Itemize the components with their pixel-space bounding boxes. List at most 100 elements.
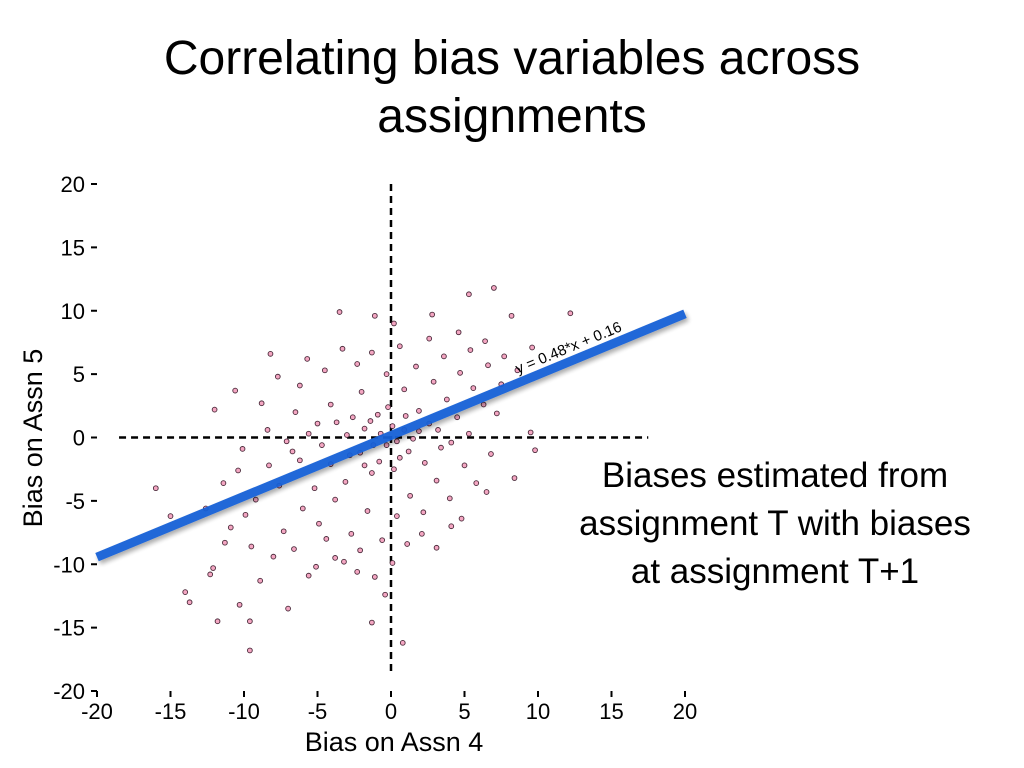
scatter-point xyxy=(529,344,535,351)
scatter-point xyxy=(285,605,291,612)
x-tick-label: -5 xyxy=(308,699,328,724)
scatter-point xyxy=(323,536,330,542)
scatter-point xyxy=(407,492,413,499)
scatter-point xyxy=(446,495,453,502)
scatter-point xyxy=(314,420,321,427)
scatter-point xyxy=(336,309,343,315)
x-axis-label: Bias on Assn 4 xyxy=(305,727,484,757)
scatter-point xyxy=(292,409,299,416)
scatter-point xyxy=(167,513,174,519)
scatter-point xyxy=(405,448,412,455)
scatter-point xyxy=(410,435,416,442)
scatter-point xyxy=(473,480,480,486)
scatter-point xyxy=(182,589,189,595)
scatter-point xyxy=(391,466,397,473)
y-tick-label: 20 xyxy=(61,172,85,197)
scatter-point xyxy=(416,428,422,435)
x-tick-label: 0 xyxy=(385,699,397,724)
y-tick-label: -15 xyxy=(53,616,85,641)
scatter-point xyxy=(257,577,264,584)
scatter-point xyxy=(383,442,390,448)
scatter-point xyxy=(220,480,227,486)
x-tick-label: 15 xyxy=(599,699,623,724)
scatter-point xyxy=(394,438,400,445)
scatter-point xyxy=(207,571,214,578)
scatter-point xyxy=(385,404,391,410)
y-tick-label: 10 xyxy=(61,299,85,324)
caption: Biases estimated from assignment T with … xyxy=(545,452,1005,596)
scatter-point xyxy=(305,430,312,437)
tick-labels: 20 15 10 5 0 -5 -10 -15 -20-20 -15 -10 -5 0 5 10 15 20 xyxy=(53,172,697,724)
scatter-point xyxy=(236,601,243,608)
scatter-point xyxy=(247,647,253,654)
scatter-point xyxy=(389,560,396,566)
scatter-point xyxy=(358,389,365,395)
scatter-point xyxy=(297,382,303,389)
scatter-point xyxy=(527,429,534,436)
scatter-point xyxy=(491,285,497,291)
scatter-point xyxy=(361,425,368,432)
scatter-point xyxy=(235,467,241,474)
scatter-point xyxy=(567,310,574,317)
scatter-point xyxy=(483,489,490,495)
scatter-point xyxy=(348,530,355,537)
scatter-point xyxy=(404,541,411,547)
scatter-point xyxy=(316,520,322,527)
scatter-point xyxy=(435,427,441,433)
y-axis-label: Bias on Assn 5 xyxy=(18,349,48,528)
scatter-point xyxy=(367,418,374,424)
scatter-point xyxy=(382,591,388,598)
scatter-point xyxy=(371,574,378,580)
scatter-point xyxy=(433,544,440,551)
scatter-point xyxy=(289,448,296,455)
scatter-point xyxy=(311,485,318,492)
scatter-point xyxy=(297,457,303,464)
x-tick-label: -15 xyxy=(155,699,187,724)
scatter-point xyxy=(364,508,371,514)
scatter-point xyxy=(210,565,216,571)
x-tick-label: 20 xyxy=(673,699,697,724)
scatter-point xyxy=(274,373,281,380)
scatter-point xyxy=(266,462,272,469)
scatter-point xyxy=(319,442,325,448)
scatter-point xyxy=(332,496,338,503)
scatter-point xyxy=(341,558,347,565)
scatter-point xyxy=(247,618,253,625)
y-tick-label: -5 xyxy=(65,489,85,514)
scatter-point xyxy=(252,496,259,503)
scatter-point xyxy=(354,569,361,575)
scatter-point xyxy=(227,524,234,531)
scatter-point xyxy=(480,401,487,408)
scatter-point xyxy=(470,385,477,391)
scatter-point xyxy=(361,462,368,469)
scatter-point xyxy=(214,618,221,625)
scatter-point xyxy=(186,599,193,606)
scatter-point xyxy=(467,347,474,353)
scatter-point xyxy=(222,539,228,546)
scatter-point xyxy=(466,291,472,298)
x-tick-label: -20 xyxy=(81,699,113,724)
scatter-point xyxy=(344,432,350,438)
scatter-point xyxy=(239,446,246,452)
scatter-point xyxy=(466,430,472,437)
scatter-point xyxy=(369,349,375,356)
scatter-point xyxy=(327,401,334,408)
scatter-point xyxy=(267,350,274,357)
slide-title-line-2: assignments xyxy=(377,90,647,143)
scatter-point xyxy=(413,363,419,370)
scatter-point xyxy=(283,438,290,445)
scatter-point xyxy=(396,454,403,461)
scatter-point xyxy=(508,312,515,319)
scatter-point xyxy=(532,447,538,454)
scatter-point xyxy=(333,419,340,426)
scatter-point xyxy=(448,439,455,446)
scatter-point xyxy=(441,353,447,360)
scatter-point xyxy=(438,444,444,451)
reference-lines xyxy=(119,184,649,671)
y-tick-label: -20 xyxy=(53,679,85,704)
scatter-point xyxy=(419,530,425,537)
scatter-point xyxy=(270,553,277,560)
caption-line-2: assignment T with biases xyxy=(579,504,971,543)
scatter-point xyxy=(291,546,297,552)
